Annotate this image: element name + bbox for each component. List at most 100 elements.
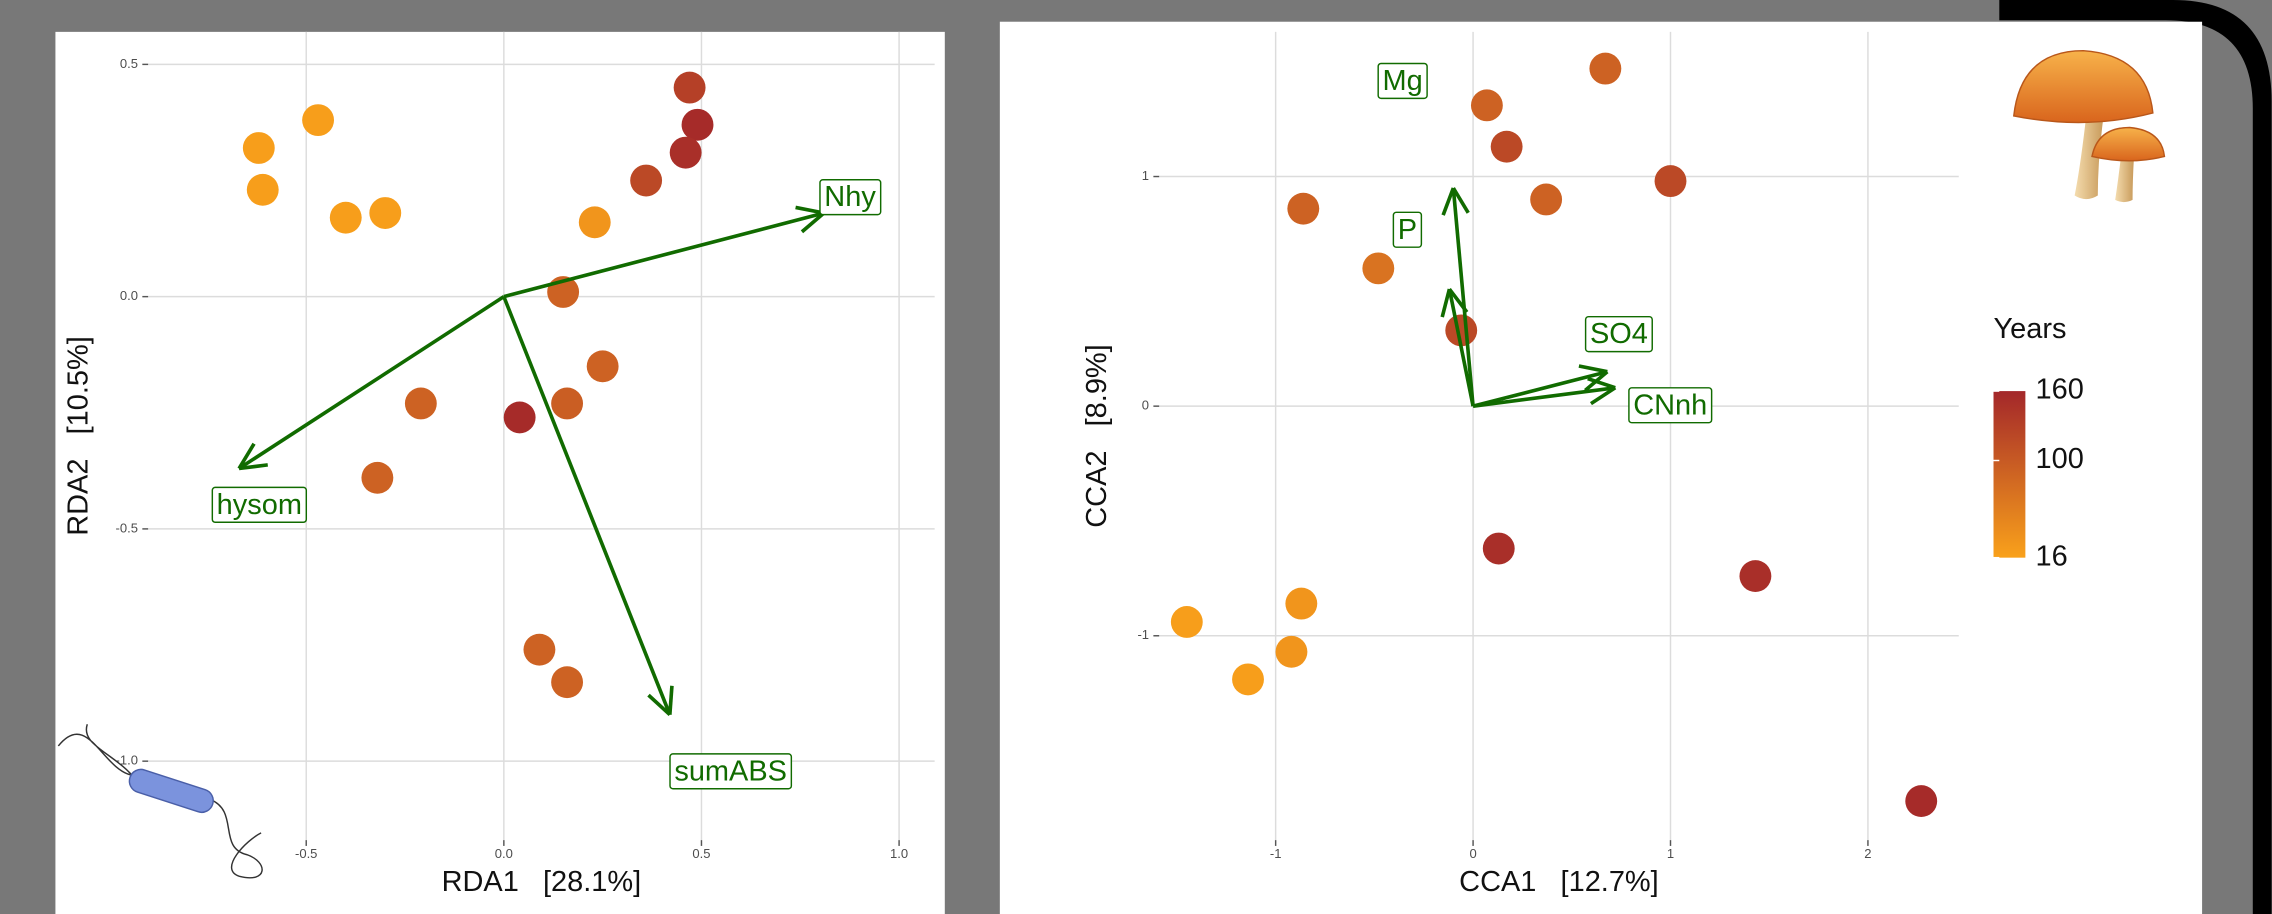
arrow-label-box: P — [1392, 211, 1423, 248]
point — [1589, 52, 1622, 85]
point — [361, 461, 394, 494]
arrow-head — [1451, 187, 1470, 214]
arrow-label: SO4 — [1590, 318, 1648, 350]
x-tick-label: -0.5 — [295, 846, 317, 861]
point — [1275, 635, 1308, 668]
point — [404, 387, 437, 420]
legend-label: 16 — [2036, 540, 2068, 572]
point — [673, 71, 706, 104]
point — [1285, 587, 1318, 620]
y-tick-label: -1 — [1137, 627, 1149, 642]
legend-label: 160 — [2036, 374, 2084, 406]
point — [1170, 606, 1203, 638]
color-bar — [1993, 391, 2026, 558]
arrow-label: P — [1398, 214, 1417, 246]
point — [669, 136, 702, 169]
arrow-label: Nhy — [824, 181, 876, 213]
point — [242, 132, 275, 164]
arrow-label: sumABS — [674, 755, 787, 787]
point — [681, 108, 714, 141]
point — [503, 401, 536, 434]
mushroom-icon — [2012, 49, 2166, 203]
arrow-label-box: SO4 — [1584, 315, 1653, 353]
x-tick-label: 2 — [1864, 846, 1871, 861]
label-frame — [1377, 62, 1428, 100]
label-frame — [1628, 387, 1713, 424]
arrow-label: hysom — [217, 489, 302, 521]
x-tick-label: 0.5 — [692, 846, 710, 861]
y-tick-label: -1.0 — [116, 753, 138, 768]
point — [1445, 314, 1478, 347]
point — [1287, 192, 1320, 225]
x-axis-title: CCA1 [12.7%] — [1459, 866, 1659, 898]
y-tick-label: 0.0 — [120, 288, 138, 303]
legend-label: 100 — [2036, 443, 2084, 475]
arrow — [1451, 187, 1475, 407]
arrow-label-box: Nhy — [819, 179, 882, 216]
arrow-label-box: sumABS — [669, 753, 793, 790]
point — [1654, 165, 1687, 198]
label-frame — [1584, 315, 1653, 353]
arrow — [1472, 385, 1616, 408]
label-frame — [669, 753, 793, 790]
point — [1362, 252, 1395, 285]
arrow-label-box: CNnh — [1628, 387, 1713, 424]
point — [578, 206, 611, 239]
y-tick-label: -0.5 — [116, 520, 138, 535]
point — [1905, 785, 1938, 818]
label-frame — [819, 179, 882, 216]
arrow-head — [800, 211, 826, 234]
arrow-head — [1440, 288, 1452, 318]
arrow-head — [1587, 376, 1616, 390]
arrow — [502, 295, 672, 716]
x-tick-label: 0.0 — [495, 846, 513, 861]
point — [329, 201, 362, 234]
y-tick-label: 0 — [1142, 398, 1149, 413]
left-panel — [55, 31, 945, 914]
arrow-head — [1441, 187, 1456, 216]
label-frame — [1392, 211, 1423, 248]
y-axis-title: RDA2 [10.5%] — [63, 336, 95, 536]
arrow-head — [1447, 287, 1469, 314]
arrow-head — [238, 463, 269, 471]
arrow-head — [668, 685, 674, 715]
x-axis-title: RDA1 [28.1%] — [442, 866, 642, 898]
arrow — [503, 211, 825, 299]
point — [369, 197, 402, 229]
legend-title: Years — [1994, 313, 2067, 345]
y-axis-title: CCA2 [8.9%] — [1081, 344, 1113, 527]
arrow-head — [237, 442, 256, 470]
point — [551, 387, 584, 420]
point — [1470, 89, 1503, 122]
arrow — [1472, 369, 1608, 408]
point — [246, 173, 279, 206]
arrow-label: CNnh — [1633, 389, 1707, 421]
point — [586, 350, 619, 383]
bacterium-icon — [57, 724, 263, 879]
arrow-head — [647, 693, 672, 717]
point — [1530, 183, 1563, 216]
y-tick-label: 0.5 — [120, 56, 138, 71]
point — [630, 164, 663, 197]
x-tick-label: 1.0 — [890, 846, 908, 861]
label-frame — [211, 486, 308, 524]
y-tick-label: 1 — [1142, 168, 1149, 183]
point — [523, 633, 556, 666]
arrow-label: Mg — [1383, 65, 1423, 97]
point — [302, 104, 335, 137]
point — [1739, 560, 1772, 592]
x-tick-label: 1 — [1667, 846, 1674, 861]
charts: -0.5 0.0 0.5 1.0 0.5 0.0 -0.5 -1.0 RDA1 [28.1%] R… — [63, 31, 2084, 898]
arrow-label-box: hysom — [211, 486, 308, 524]
arrow-head — [1578, 364, 1608, 374]
x-tick-label: -1 — [1270, 846, 1282, 861]
point — [1482, 532, 1515, 565]
arrow-label-box: Mg — [1377, 62, 1428, 100]
point — [551, 666, 584, 699]
point — [1490, 130, 1523, 163]
point — [1232, 663, 1264, 696]
arrow — [238, 295, 505, 471]
arrow-head — [1589, 386, 1617, 406]
arrow — [1447, 288, 1475, 407]
